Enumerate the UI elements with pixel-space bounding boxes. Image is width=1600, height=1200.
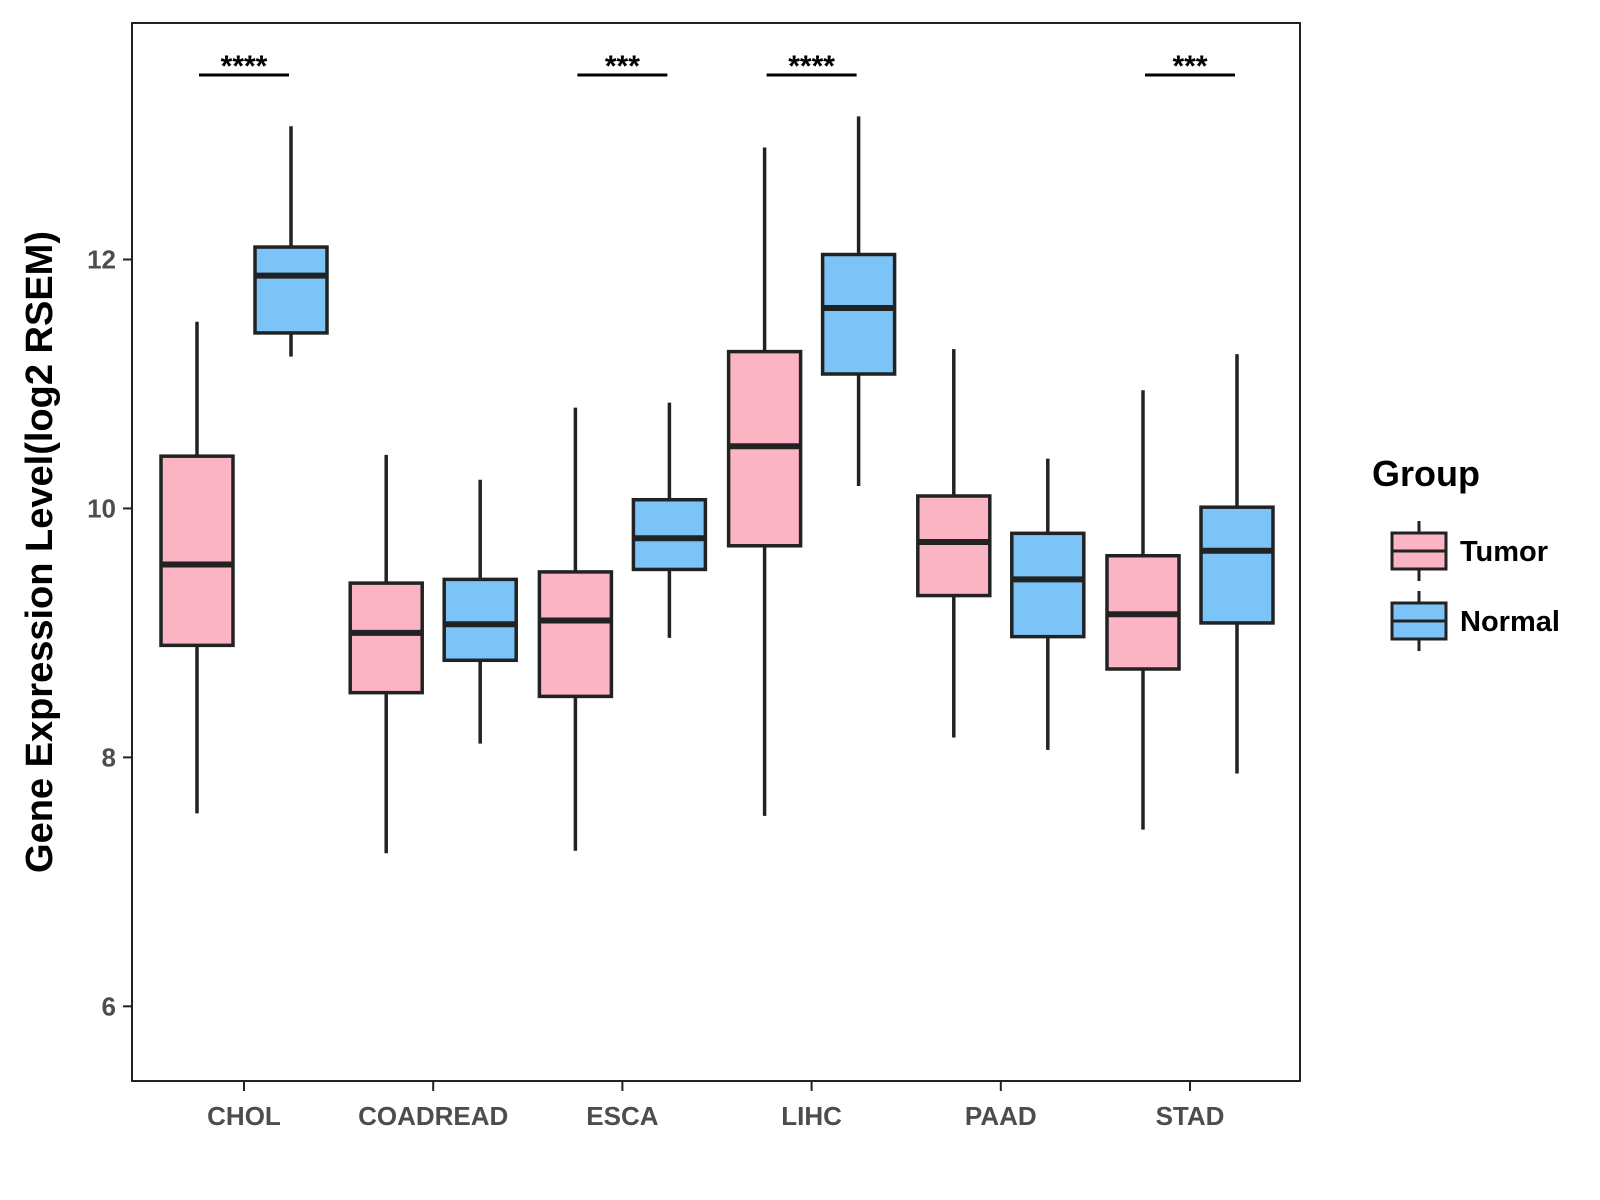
y-axis-tick-label: 10: [87, 493, 116, 523]
x-axis-tick-label: PAAD: [965, 1101, 1037, 1131]
box-body: [442, 577, 518, 663]
x-axis-tick-label: COADREAD: [358, 1101, 508, 1131]
y-axis-title: Gene Expression Level(log2 RSEM): [19, 231, 61, 873]
legend-items: Tumor Normal: [1390, 521, 1560, 651]
box-body: [537, 570, 614, 699]
significance-chol: ****: [199, 50, 289, 83]
plot-panel-border: [131, 22, 1301, 1082]
box-tumor-coadread: [348, 454, 424, 854]
significance-label: ****: [788, 50, 835, 83]
box-body: [820, 252, 897, 376]
box-body: [916, 494, 992, 598]
y-axis-tick-label: 8: [102, 742, 116, 772]
legend-item-normal: Normal: [1390, 591, 1560, 651]
box-body: [253, 245, 329, 335]
box-normal-chol: [253, 126, 329, 357]
box-body: [1010, 531, 1086, 639]
box-normal-stad: [1199, 354, 1275, 774]
box-normal-coadread: [442, 479, 518, 744]
legend: Group Tumor Normal: [1372, 453, 1560, 651]
x-axis-tick-label: LIHC: [781, 1101, 842, 1131]
box-tumor-chol: [159, 321, 235, 814]
legend-item-tumor: Tumor: [1390, 521, 1548, 581]
legend-title: Group: [1372, 453, 1480, 494]
significance-stad: ***: [1145, 50, 1235, 83]
legend-label: Tumor: [1460, 536, 1548, 568]
x-axis-tick-label: ESCA: [586, 1101, 658, 1131]
box-body: [159, 454, 235, 648]
box-normal-esca: [631, 402, 708, 638]
x-axis-tick-label: CHOL: [207, 1101, 281, 1131]
box-tumor-stad: [1105, 390, 1181, 830]
box-normal-paad: [1010, 458, 1086, 750]
box-body: [631, 497, 708, 572]
box-body: [348, 581, 424, 695]
box-tumor-lihc: [726, 147, 803, 816]
significance-label: ***: [605, 50, 640, 83]
significance-label: ****: [221, 50, 268, 83]
significance-lihc: ****: [766, 50, 857, 83]
x-axis-tick-label: STAD: [1156, 1101, 1225, 1131]
box-tumor-esca: [537, 407, 614, 851]
box-normal-lihc: [820, 116, 897, 487]
box-tumor-paad: [916, 349, 992, 738]
y-axis-tick-label: 6: [102, 991, 116, 1021]
y-axis-tick-label: 12: [87, 244, 116, 274]
legend-label: Normal: [1460, 606, 1560, 638]
box-body: [1199, 505, 1275, 625]
significance-esca: ***: [577, 50, 668, 83]
significance-label: ***: [1172, 50, 1207, 83]
